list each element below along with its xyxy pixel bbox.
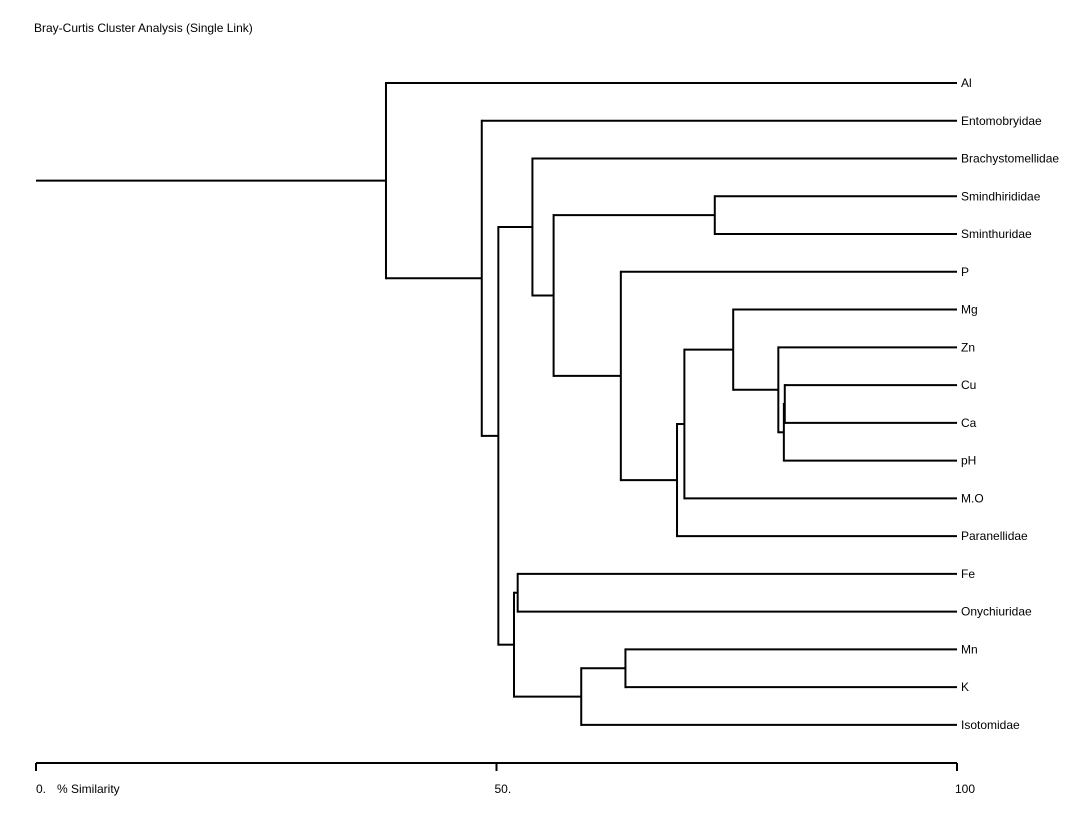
leaf-label: Al	[961, 76, 972, 90]
leaf-label: Entomobryidae	[961, 114, 1042, 128]
leaf-label: Smindhirididae	[961, 189, 1041, 203]
leaf-label: Zn	[961, 340, 975, 354]
chart-title: Bray-Curtis Cluster Analysis (Single Lin…	[34, 21, 253, 35]
leaf-label: Fe	[961, 567, 975, 581]
leaf-label: Cu	[961, 378, 976, 392]
leaf-label: M.O	[961, 491, 984, 505]
x-tick-label: 100	[955, 782, 975, 796]
x-axis-title: % Similarity	[57, 782, 120, 796]
x-tick-label: 0.	[36, 782, 46, 796]
leaf-label: Isotomidae	[961, 718, 1020, 732]
leaf-label: pH	[961, 454, 976, 468]
leaf-label: P	[961, 265, 969, 279]
leaf-label: Onychiuridae	[961, 605, 1032, 619]
leaf-label: Mn	[961, 642, 978, 656]
leaf-label: Sminthuridae	[961, 227, 1032, 241]
x-tick-label: 50.	[495, 782, 512, 796]
leaf-label: Brachystomellidae	[961, 152, 1059, 166]
leaf-label: Ca	[961, 416, 977, 430]
leaf-label: Paranellidae	[961, 529, 1028, 543]
leaf-label: Mg	[961, 303, 978, 317]
leaf-label: K	[961, 680, 969, 694]
